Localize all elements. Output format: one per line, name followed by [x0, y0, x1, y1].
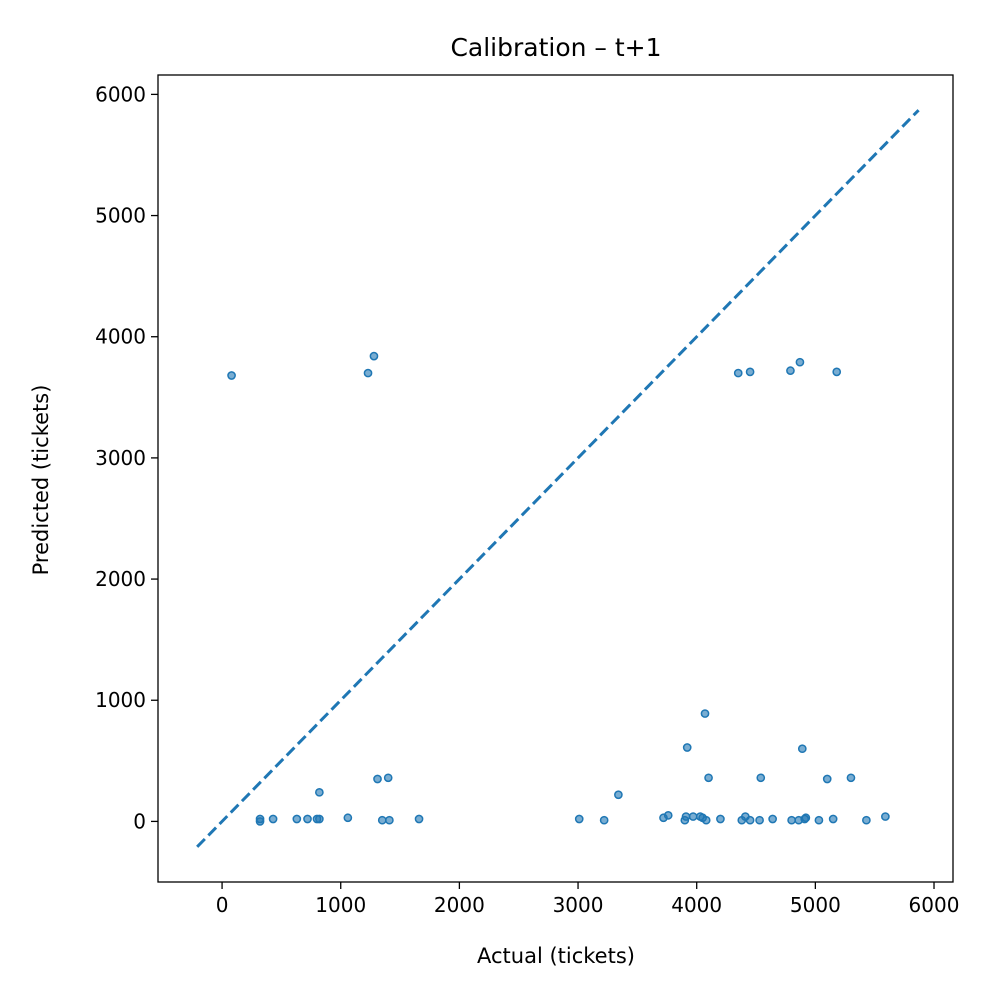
plot-frame — [157, 74, 954, 883]
data-point — [716, 814, 725, 824]
x-tick-label: 0 — [216, 893, 229, 917]
y-tick-label: 6000 — [95, 82, 146, 106]
data-point — [681, 812, 691, 821]
data-point — [701, 815, 711, 825]
data-point — [795, 357, 805, 367]
data-point — [385, 815, 394, 825]
chart-title: Calibration – t+1 — [450, 33, 661, 62]
data-point — [377, 815, 387, 825]
data-point — [832, 367, 842, 377]
x-axis-label: Actual (tickets) — [477, 944, 635, 968]
x-tick-label: 4000 — [671, 893, 722, 917]
data-point — [814, 815, 824, 825]
data-point — [303, 814, 312, 824]
data-point — [414, 814, 424, 824]
data-point — [369, 351, 379, 361]
data-point — [787, 815, 796, 825]
data-point — [768, 814, 777, 824]
data-point — [614, 790, 623, 800]
y-tick-label: 3000 — [95, 446, 146, 470]
data-point — [704, 773, 713, 783]
data-point — [846, 773, 856, 783]
data-point — [801, 813, 811, 823]
data-point — [881, 812, 890, 821]
data-point — [574, 814, 584, 824]
data-point — [745, 815, 755, 825]
y-tick-label: 0 — [133, 809, 146, 833]
data-point — [733, 368, 743, 378]
data-point — [755, 815, 764, 825]
data-point — [663, 811, 673, 820]
data-point — [822, 774, 832, 784]
data-point — [797, 744, 807, 754]
data-point — [786, 366, 795, 376]
data-point — [383, 773, 393, 783]
data-point — [268, 814, 278, 824]
data-point — [363, 368, 373, 378]
data-point — [373, 774, 382, 784]
data-point — [599, 815, 609, 825]
data-point — [315, 787, 324, 797]
data-point — [745, 367, 755, 377]
data-point — [756, 773, 766, 783]
data-point — [227, 371, 236, 380]
data-point — [682, 743, 692, 752]
reference-line — [196, 109, 920, 848]
y-axis: 0 1000 2000 3000 4000 5000 6000 — [95, 82, 158, 833]
data-point — [700, 709, 710, 718]
x-tick-label: 6000 — [909, 893, 960, 917]
data-point — [292, 814, 302, 824]
plot-area — [196, 109, 920, 848]
data-point — [343, 813, 353, 823]
data-point — [828, 814, 838, 824]
y-axis-label: Predicted (tickets) — [29, 385, 53, 576]
data-point — [688, 812, 698, 821]
x-tick-label: 1000 — [315, 893, 366, 917]
x-tick-label: 2000 — [434, 893, 485, 917]
y-tick-label: 2000 — [95, 567, 146, 591]
x-tick-label: 3000 — [553, 893, 604, 917]
data-point — [255, 817, 265, 826]
data-point — [862, 815, 871, 825]
x-axis: 0 1000 2000 3000 4000 5000 6000 — [216, 882, 960, 917]
y-tick-label: 5000 — [95, 204, 146, 228]
x-tick-label: 5000 — [790, 893, 841, 917]
y-tick-label: 1000 — [95, 688, 146, 712]
data-point — [315, 814, 324, 824]
y-tick-label: 4000 — [95, 325, 146, 349]
